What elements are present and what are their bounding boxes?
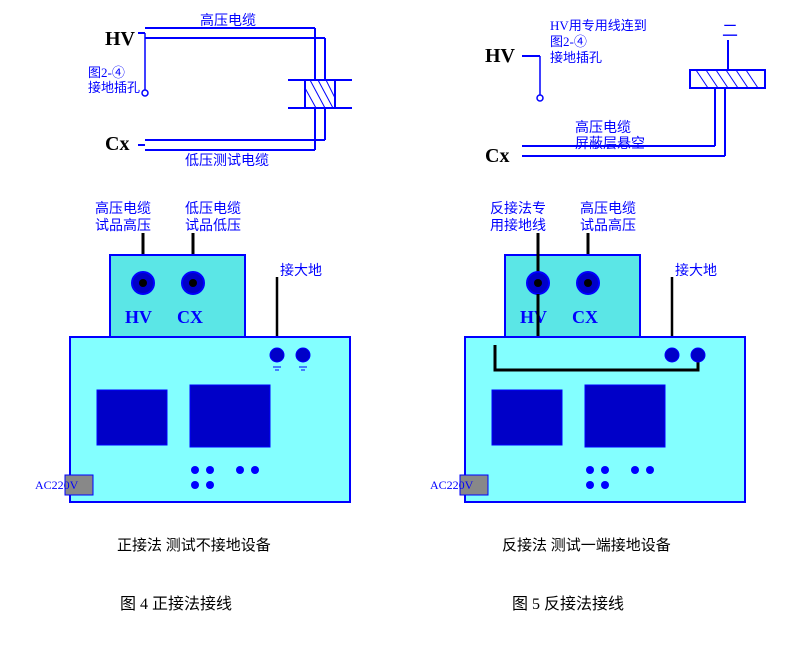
cx-terminal-label-r: Cx xyxy=(485,145,509,167)
fig5-caption: 图 5 反接法接线 xyxy=(512,590,624,614)
dev-cx-l2-r: 试品高压 xyxy=(580,217,636,234)
hv-cable-label: 高压电缆 xyxy=(200,12,256,29)
ground-terminal-1-r xyxy=(665,348,679,362)
dev-cx-text: CX xyxy=(177,307,203,327)
hv-terminal-label-r: HV xyxy=(485,45,516,67)
svg-text:二: 二 xyxy=(722,23,738,40)
screen-right xyxy=(190,385,270,447)
right-top-schematic: HV Cx HV用专用线连到 图2-④ 接地插孔 二 高压电缆 屏蔽层悬空 xyxy=(430,10,770,180)
dev-ground-r: 接大地 xyxy=(675,262,717,279)
ground-terminal-2 xyxy=(296,348,310,362)
hv-terminal-label: HV xyxy=(105,28,136,50)
jack-label-2: 接地插孔 xyxy=(88,80,140,95)
dev-cx-l1: 低压电缆 xyxy=(185,201,241,217)
lv-cable-label: 低压测试电缆 xyxy=(185,153,269,169)
screen-left xyxy=(97,390,167,445)
ac-label: AC220V xyxy=(35,478,79,492)
fig4-caption: 图 4 正接法接线 xyxy=(120,590,232,614)
dev-cx-l1-r: 高压电缆 xyxy=(580,200,636,217)
dev-ground: 接大地 xyxy=(280,262,322,279)
dev-hv-l1: 高压电缆 xyxy=(95,200,151,217)
right-device-diagram: 反接法专 用接地线 高压电缆 试品高压 接大地 HV CX AC220V 反接法… xyxy=(430,195,770,575)
ground-terminal-2-r xyxy=(691,348,705,362)
right-caption1: 反接法 测试一端接地设备 xyxy=(502,537,671,554)
ground-terminal-1 xyxy=(270,348,284,362)
cable-l1: 高压电缆 xyxy=(575,119,631,136)
dev-cx-l2: 试品低压 xyxy=(185,218,241,234)
left-top-schematic: HV Cx 高压电缆 低压测试电缆 图2-④ 接地插孔 xyxy=(70,10,380,180)
note-l1: HV用专用线连到 xyxy=(550,18,647,33)
cx-terminal-label: Cx xyxy=(105,133,129,155)
left-device-diagram: 高压电缆 试品高压 低压电缆 试品低压 接大地 HV CX AC220V 正接法… xyxy=(35,195,375,575)
ac-label-r: AC220V xyxy=(430,478,474,492)
dev-hv-l2: 试品高压 xyxy=(95,217,151,234)
jack-label-1: 图2-④ xyxy=(88,65,125,80)
screen-left-r xyxy=(492,390,562,445)
dev-hv-l2-r: 用接地线 xyxy=(490,217,546,234)
left-caption1: 正接法 测试不接地设备 xyxy=(117,537,271,554)
dev-hv-text-r: HV xyxy=(520,307,547,327)
note-l3: 接地插孔 xyxy=(550,50,602,65)
dev-hv-text: HV xyxy=(125,307,152,327)
screen-right-r xyxy=(585,385,665,447)
dev-hv-l1-r: 反接法专 xyxy=(490,200,546,217)
note-l2: 图2-④ xyxy=(550,34,587,49)
cable-l2: 屏蔽层悬空 xyxy=(575,136,645,152)
dev-cx-text-r: CX xyxy=(572,307,598,327)
